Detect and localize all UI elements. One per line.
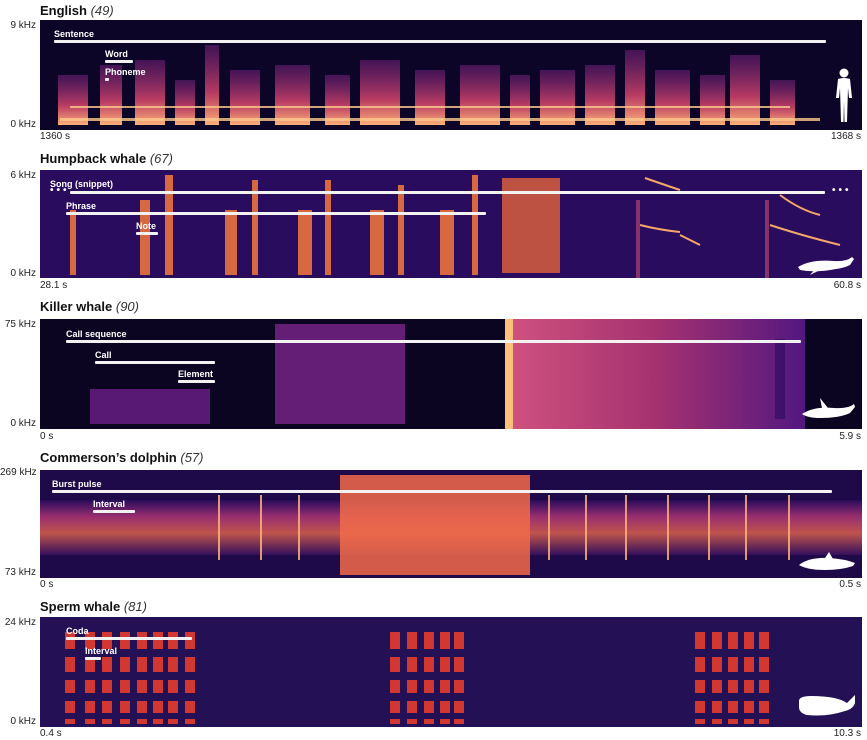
bar-coda [66,637,192,640]
y-min-label: 0 kHz [10,716,36,727]
panel-count: (67) [149,151,173,166]
x-start-label: 28.1 s [40,280,68,291]
bar-label-note: Note [136,221,156,231]
panel-name: Commerson’s dolphin [40,450,177,465]
bar-call [95,361,215,364]
spectrogram-killer-whale [40,319,862,429]
spectrogram-humpback [40,170,862,278]
killer-whale-icon [802,398,855,418]
y-max-label: 24 kHz [4,617,36,628]
panel-name: Killer whale [40,299,113,314]
bar-call-sequence [66,340,801,343]
dolphin-icon [799,552,855,570]
bar-label-phrase: Phrase [66,201,97,211]
bar-label-interval: Interval [85,646,118,656]
bar-phrase [66,212,486,215]
song-dots-left: ••• [50,185,70,196]
panel-name: Humpback whale [40,151,147,166]
y-max-label: 269 kHz [0,467,37,478]
x-start-label: 0 s [40,431,54,442]
bar-label-call-sequence: Call sequence [66,329,127,339]
bar-label-burst-pulse: Burst pulse [52,479,102,489]
bar-sentence [54,40,826,43]
bar-label-call: Call [95,350,112,360]
y-max-label: 75 kHz [4,319,36,330]
bar-interval [93,510,135,513]
panel-title-commersons-dolphin: Commerson’s dolphin (57) [40,450,204,465]
x-end-label: 60.8 s [833,280,861,291]
bar-word [105,60,133,63]
human-figure-icon [836,68,852,122]
panel-name: English [40,3,87,18]
humpback-whale-icon [798,257,854,275]
spectrogram-sperm-whale [40,617,862,727]
x-end-label: 1368 s [830,131,861,142]
spectrogram-sperm-whale-svg [40,617,862,727]
panel-count: (81) [123,599,147,614]
x-end-label: 10.3 s [833,728,861,739]
bar-label-coda: Coda [66,626,89,636]
panel-title-sperm-whale: Sperm whale (81) [40,599,147,614]
spectrogram-commersons-dolphin [40,470,862,578]
bar-label-element: Element [178,369,214,379]
x-start-label: 0 s [40,579,54,590]
x-end-label: 5.9 s [839,431,861,442]
y-max-label: 9 kHz [10,20,36,31]
x-end-label: 0.5 s [839,579,861,590]
sperm-whale-icon [799,695,855,716]
y-max-label: 6 kHz [10,170,36,181]
y-min-label: 0 kHz [10,268,36,279]
bar-label-interval: Interval [93,499,126,509]
spectrogram-humpback-svg [40,170,862,278]
y-min-label: 0 kHz [10,119,36,130]
bar-label-sentence: Sentence [54,29,95,39]
y-min-label: 0 kHz [10,418,36,429]
bar-label-word: Word [105,49,128,59]
panel-name: Sperm whale [40,599,121,614]
spectrogram-english-svg [40,20,862,130]
bar-phoneme [105,78,109,81]
bar-label-song: Song (snippet) [50,179,113,189]
panel-title-humpback: Humpback whale (67) [40,151,173,166]
x-start-label: 1360 s [40,131,71,142]
bar-interval [85,657,101,660]
spectrogram-killer-whale-svg [40,319,862,429]
y-min-label: 73 kHz [4,567,36,578]
bar-burst-pulse [52,490,832,493]
x-start-label: 0.4 s [40,728,62,739]
bar-label-phoneme: Phoneme [105,67,146,77]
panel-count: (57) [180,450,204,465]
song-dots-right: ••• [832,185,852,196]
panel-count: (49) [90,3,114,18]
spectrogram-commersons-dolphin-svg [40,470,862,578]
panel-title-english: English (49) [40,3,114,18]
panel-count: (90) [115,299,139,314]
bar-song [70,191,825,194]
panel-title-killer-whale: Killer whale (90) [40,299,139,314]
bar-element [178,380,215,383]
spectrogram-english [40,20,862,130]
bar-note [136,232,158,235]
